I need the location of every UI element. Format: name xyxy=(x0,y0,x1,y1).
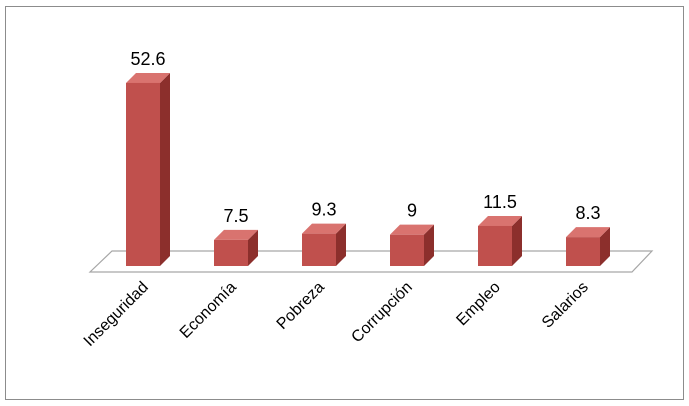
category-label: Economía xyxy=(177,279,240,342)
bar-front-face xyxy=(126,82,160,267)
data-label: 11.5 xyxy=(483,192,517,212)
data-label: 7.5 xyxy=(223,206,248,226)
bar-side-face xyxy=(336,223,346,266)
bar-empleo xyxy=(478,215,522,266)
bar-side-face xyxy=(248,229,258,266)
bar-front-face xyxy=(302,233,336,266)
bar-top-face xyxy=(214,229,258,240)
bar-side-face xyxy=(512,215,522,266)
category-label: Pobreza xyxy=(274,279,328,333)
bar-top-face xyxy=(126,72,170,83)
bar-pobreza xyxy=(302,223,346,266)
category-label: Corrupción xyxy=(348,279,415,346)
bar-top-face xyxy=(302,223,346,234)
category-label: Salarios xyxy=(539,279,592,332)
data-label: 9.3 xyxy=(311,200,336,220)
bar-series xyxy=(126,72,610,267)
chart-frame xyxy=(5,6,684,400)
bar-side-face xyxy=(160,72,170,267)
bar-side-face xyxy=(424,224,434,266)
bar-front-face xyxy=(566,237,600,266)
category-label: Inseguridad xyxy=(81,279,152,350)
category-axis-labels: Inseguridad Economía Pobreza Corrupción Empl… xyxy=(81,279,592,350)
bar-side-face xyxy=(600,227,610,266)
bar-salarios xyxy=(566,227,610,266)
data-label: 8.3 xyxy=(575,203,600,223)
bar-corrupción xyxy=(390,224,434,266)
category-label: Empleo xyxy=(453,279,503,329)
bar-front-face xyxy=(390,234,424,266)
bar-inseguridad xyxy=(126,72,170,267)
bar-top-face xyxy=(478,215,522,226)
data-label: 52.6 xyxy=(130,49,165,69)
bar-front-face xyxy=(214,239,248,266)
bar-top-face xyxy=(390,224,434,235)
data-label: 9 xyxy=(407,201,417,221)
bar-front-face xyxy=(478,225,512,266)
bar-economía xyxy=(214,229,258,266)
bar-top-face xyxy=(566,227,610,238)
data-labels: 52.6 7.5 9.3 9 11.5 8.3 xyxy=(130,49,600,226)
